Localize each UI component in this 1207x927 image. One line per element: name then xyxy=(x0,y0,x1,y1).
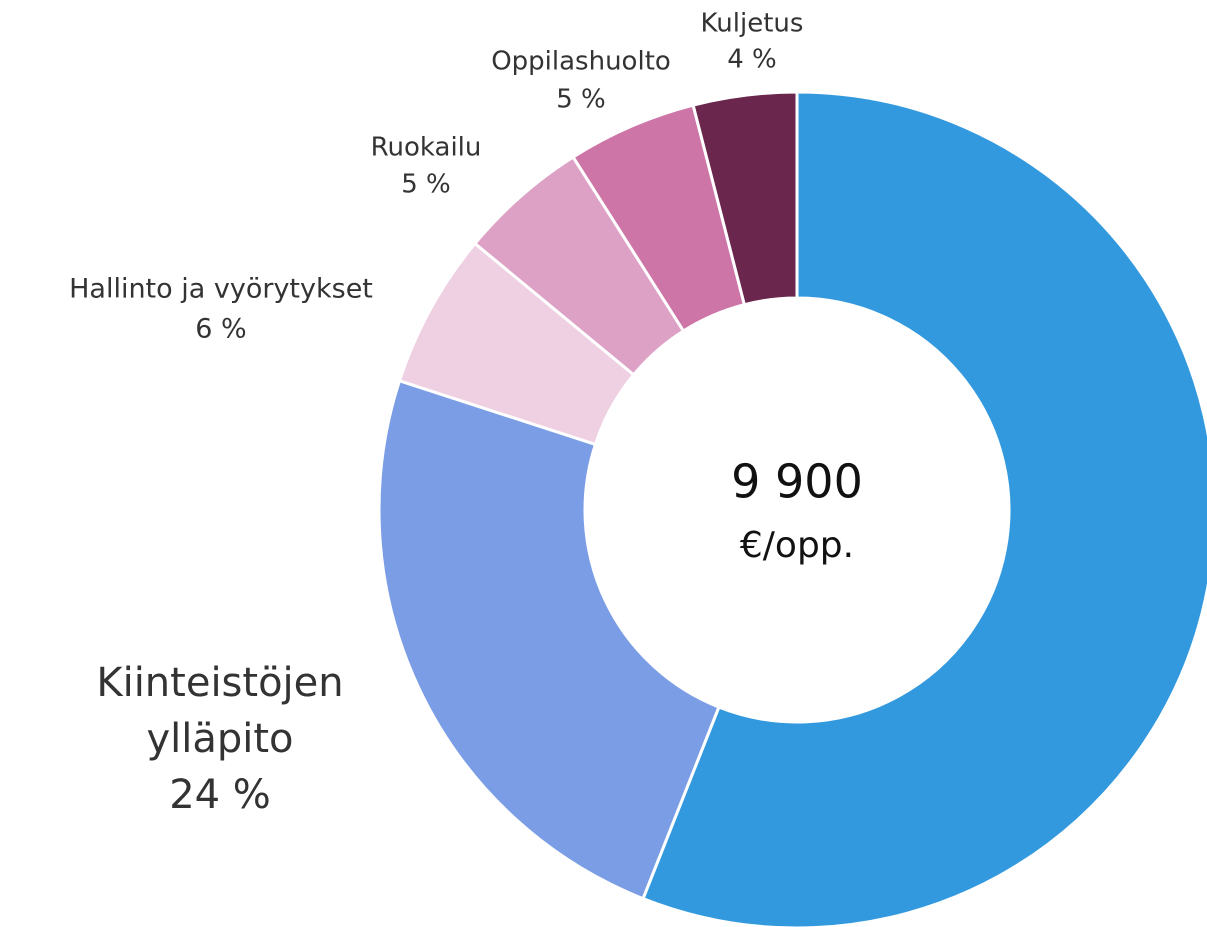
category-label: Oppilashuolto xyxy=(491,47,671,77)
category-label: Kuljetus xyxy=(701,9,804,39)
category-label: Hallinto ja vyörytykset xyxy=(69,274,373,305)
donut-segment xyxy=(397,241,636,447)
donut-segment xyxy=(641,90,1207,927)
donut-segment xyxy=(377,378,721,901)
value-label: 6 % xyxy=(195,314,246,345)
center-value: 9 900 xyxy=(731,455,863,509)
category-label: Kiinteistöjen ylläpito xyxy=(96,660,343,762)
value-label: 5 % xyxy=(556,85,606,115)
donut-segment xyxy=(472,155,686,377)
value-label: 4 % xyxy=(727,45,777,75)
donut-segment xyxy=(570,103,747,334)
category-label: Ruokailu xyxy=(371,133,482,163)
value-label: 24 % xyxy=(169,772,271,818)
center-unit: €/opp. xyxy=(740,525,854,566)
value-label: 5 % xyxy=(401,170,451,200)
